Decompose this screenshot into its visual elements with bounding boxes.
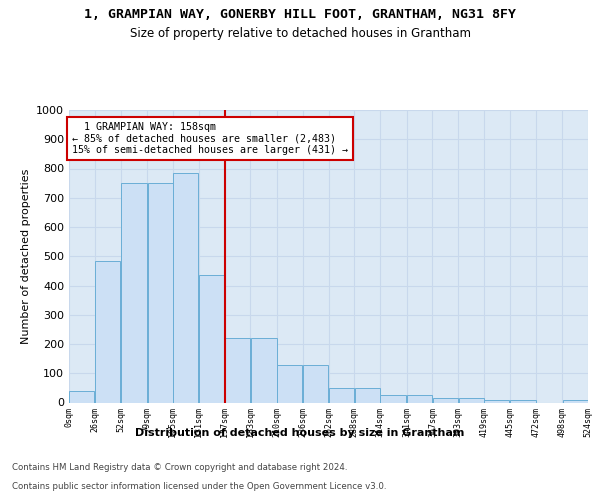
Bar xyxy=(563,400,588,402)
Bar xyxy=(121,183,147,402)
Bar xyxy=(303,365,328,403)
Text: 1, GRAMPIAN WAY, GONERBY HILL FOOT, GRANTHAM, NG31 8FY: 1, GRAMPIAN WAY, GONERBY HILL FOOT, GRAN… xyxy=(84,8,516,20)
Bar xyxy=(510,400,536,402)
Text: Size of property relative to detached houses in Grantham: Size of property relative to detached ho… xyxy=(130,28,470,40)
Bar xyxy=(251,338,277,402)
Bar xyxy=(329,388,354,402)
Bar xyxy=(69,391,94,402)
Text: Contains HM Land Registry data © Crown copyright and database right 2024.: Contains HM Land Registry data © Crown c… xyxy=(12,464,347,472)
Text: 1 GRAMPIAN WAY: 158sqm  
← 85% of detached houses are smaller (2,483)
15% of sem: 1 GRAMPIAN WAY: 158sqm ← 85% of detached… xyxy=(72,122,348,155)
Bar xyxy=(458,398,484,402)
Bar xyxy=(407,394,432,402)
Bar xyxy=(95,260,120,402)
Bar xyxy=(484,400,509,402)
Text: Contains public sector information licensed under the Open Government Licence v3: Contains public sector information licen… xyxy=(12,482,386,491)
Bar xyxy=(380,394,406,402)
Bar xyxy=(277,365,302,403)
Bar xyxy=(199,276,224,402)
Bar xyxy=(148,183,173,402)
Bar xyxy=(173,173,199,402)
Text: Distribution of detached houses by size in Grantham: Distribution of detached houses by size … xyxy=(136,428,464,438)
Y-axis label: Number of detached properties: Number of detached properties xyxy=(20,168,31,344)
Bar xyxy=(433,398,458,402)
Bar xyxy=(355,388,380,402)
Bar xyxy=(225,338,250,402)
